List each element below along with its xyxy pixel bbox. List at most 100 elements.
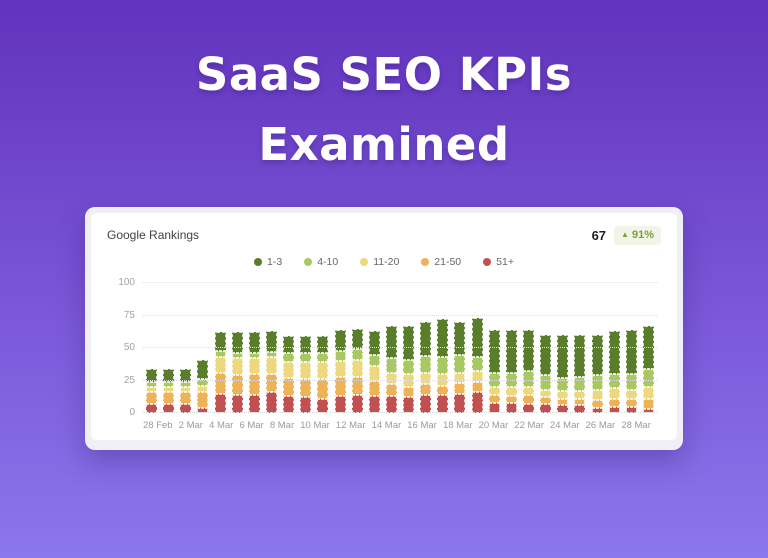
bar-segment-51+[interactable] <box>317 398 329 413</box>
bar-segment-11-20[interactable] <box>283 362 295 378</box>
bar-segment-4-10[interactable] <box>625 374 637 390</box>
legend-item-21-50[interactable]: 21-50 <box>421 256 461 268</box>
bar-segment-11-20[interactable] <box>608 388 620 399</box>
bar-17-mar[interactable] <box>437 319 449 413</box>
bar-segment-51+[interactable] <box>368 396 380 413</box>
bar-segment-11-20[interactable] <box>420 372 432 385</box>
bar-10-mar[interactable] <box>317 336 329 413</box>
bar-segment-51+[interactable] <box>437 394 449 413</box>
bar-segment-11-20[interactable] <box>522 387 534 395</box>
bar-3-mar[interactable] <box>197 359 209 413</box>
bar-29-mar[interactable] <box>642 325 654 413</box>
bar-segment-4-10[interactable] <box>351 349 363 360</box>
bar-segment-1-3[interactable] <box>300 336 312 354</box>
bar-segment-11-20[interactable] <box>488 387 500 395</box>
bar-segment-21-50[interactable] <box>488 394 500 403</box>
bar-segment-4-10[interactable] <box>591 375 603 390</box>
bar-segment-21-50[interactable] <box>214 372 226 394</box>
bar-segment-1-3[interactable] <box>368 331 380 355</box>
bar-segment-11-20[interactable] <box>300 362 312 380</box>
bar-segment-11-20[interactable] <box>385 372 397 385</box>
bar-segment-4-10[interactable] <box>471 357 483 372</box>
bar-segment-51+[interactable] <box>283 396 295 413</box>
bar-segment-11-20[interactable] <box>146 387 158 393</box>
bar-segment-21-50[interactable] <box>625 398 637 407</box>
bar-segment-11-20[interactable] <box>334 361 346 377</box>
bar-segment-21-50[interactable] <box>231 375 243 395</box>
bar-segment-21-50[interactable] <box>146 392 158 404</box>
bar-segment-11-20[interactable] <box>163 387 175 393</box>
bar-13-mar[interactable] <box>368 331 380 413</box>
bar-segment-1-3[interactable] <box>197 359 209 380</box>
bar-segment-4-10[interactable] <box>334 350 346 362</box>
bar-segment-4-10[interactable] <box>214 350 226 358</box>
bar-segment-1-3[interactable] <box>437 319 449 358</box>
bar-segment-51+[interactable] <box>403 397 415 413</box>
bar-segment-1-3[interactable] <box>420 322 432 356</box>
bar-segment-51+[interactable] <box>265 392 277 413</box>
bar-segment-21-50[interactable] <box>265 374 277 393</box>
bar-segment-4-10[interactable] <box>608 374 620 389</box>
bar-segment-51+[interactable] <box>385 396 397 413</box>
bar-segment-21-50[interactable] <box>505 396 517 403</box>
bar-segment-21-50[interactable] <box>317 379 329 399</box>
bar-1-mar[interactable] <box>163 368 175 413</box>
bar-segment-1-3[interactable] <box>351 328 363 350</box>
bar-5-mar[interactable] <box>231 332 243 413</box>
bar-segment-21-50[interactable] <box>471 381 483 393</box>
bar-segment-21-50[interactable] <box>385 384 397 397</box>
bar-segment-11-20[interactable] <box>214 357 226 373</box>
bar-segment-1-3[interactable] <box>488 329 500 373</box>
bar-segment-51+[interactable] <box>471 392 483 413</box>
bar-segment-4-10[interactable] <box>437 357 449 375</box>
bar-segment-21-50[interactable] <box>540 397 552 404</box>
bar-segment-4-10[interactable] <box>180 381 192 388</box>
bar-16-mar[interactable] <box>420 322 432 413</box>
bar-segment-11-20[interactable] <box>540 389 552 398</box>
bar-segment-21-50[interactable] <box>574 398 586 406</box>
bar-segment-11-20[interactable] <box>625 389 637 399</box>
legend-item-4-10[interactable]: 4-10 <box>304 256 338 268</box>
bar-segment-4-10[interactable] <box>574 376 586 391</box>
bar-segment-4-10[interactable] <box>557 377 569 391</box>
bar-21-mar[interactable] <box>505 329 517 413</box>
bar-segment-1-3[interactable] <box>334 329 346 351</box>
bar-segment-51+[interactable] <box>351 394 363 413</box>
bar-segment-21-50[interactable] <box>608 398 620 407</box>
bar-segment-1-3[interactable] <box>591 335 603 376</box>
bar-segment-1-3[interactable] <box>385 325 397 359</box>
bar-segment-11-20[interactable] <box>197 385 209 393</box>
bar-segment-21-50[interactable] <box>283 377 295 397</box>
bar-segment-4-10[interactable] <box>420 355 432 373</box>
bar-segment-11-20[interactable] <box>248 358 260 375</box>
bar-segment-21-50[interactable] <box>180 392 192 404</box>
bar-segment-21-50[interactable] <box>248 374 260 395</box>
bar-24-mar[interactable] <box>557 335 569 413</box>
bar-22-mar[interactable] <box>522 329 534 413</box>
bar-segment-1-3[interactable] <box>522 329 534 372</box>
bar-segment-4-10[interactable] <box>231 353 243 359</box>
bar-segment-1-3[interactable] <box>180 368 192 382</box>
bar-segment-21-50[interactable] <box>403 387 415 398</box>
bar-segment-4-10[interactable] <box>540 375 552 390</box>
bar-segment-51+[interactable] <box>454 393 466 413</box>
bar-segment-11-20[interactable] <box>642 387 654 399</box>
legend-item-51+[interactable]: 51+ <box>483 256 514 268</box>
bar-11-mar[interactable] <box>334 329 346 413</box>
bar-segment-1-3[interactable] <box>248 332 260 354</box>
bar-segment-11-20[interactable] <box>351 359 363 377</box>
bar-segment-1-3[interactable] <box>505 329 517 373</box>
bar-segment-11-20[interactable] <box>231 358 243 376</box>
bar-segment-1-3[interactable] <box>231 332 243 354</box>
bar-2-mar[interactable] <box>180 368 192 413</box>
bar-segment-1-3[interactable] <box>403 325 415 360</box>
bar-segment-21-50[interactable] <box>300 379 312 398</box>
bar-segment-21-50[interactable] <box>351 376 363 395</box>
bar-28-mar[interactable] <box>625 329 637 413</box>
bar-segment-4-10[interactable] <box>403 359 415 375</box>
bar-4-mar[interactable] <box>214 332 226 413</box>
bar-segment-11-20[interactable] <box>265 357 277 375</box>
bar-segment-11-20[interactable] <box>317 362 329 380</box>
bar-23-mar[interactable] <box>540 335 552 413</box>
bar-segment-1-3[interactable] <box>540 335 552 376</box>
